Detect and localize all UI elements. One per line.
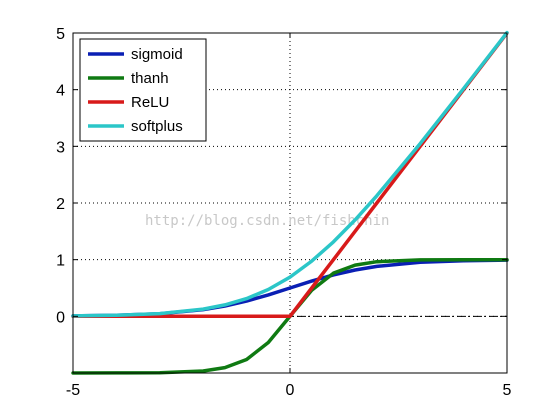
legend-label-thanh: thanh [131,70,169,87]
legend-label-sigmoid: sigmoid [131,46,183,63]
legend: sigmoid thanh ReLU softplus [79,38,207,142]
axis-ticks: -5 0 5 0 1 2 3 4 5 [56,26,511,399]
x-tick-label: 0 [286,382,295,399]
y-tick-label: 2 [56,196,65,213]
series-line-relu [71,31,509,319]
x-tick-label: -5 [66,382,80,399]
series-line-softplus [71,30,509,318]
y-tick-label: 5 [56,26,65,43]
series-lines [71,30,509,375]
legend-label-softplus: softplus [131,118,183,135]
x-tick-label: 5 [503,382,512,399]
legend-box [79,38,207,142]
legend-label-relu: ReLU [131,94,169,111]
y-tick-label: 4 [56,83,65,100]
y-tick-label: 0 [56,309,65,326]
watermark-text: http://blog.csdn.net/fishchin [145,213,389,229]
y-tick-label: 1 [56,253,65,270]
y-tick-label: 3 [56,139,65,156]
